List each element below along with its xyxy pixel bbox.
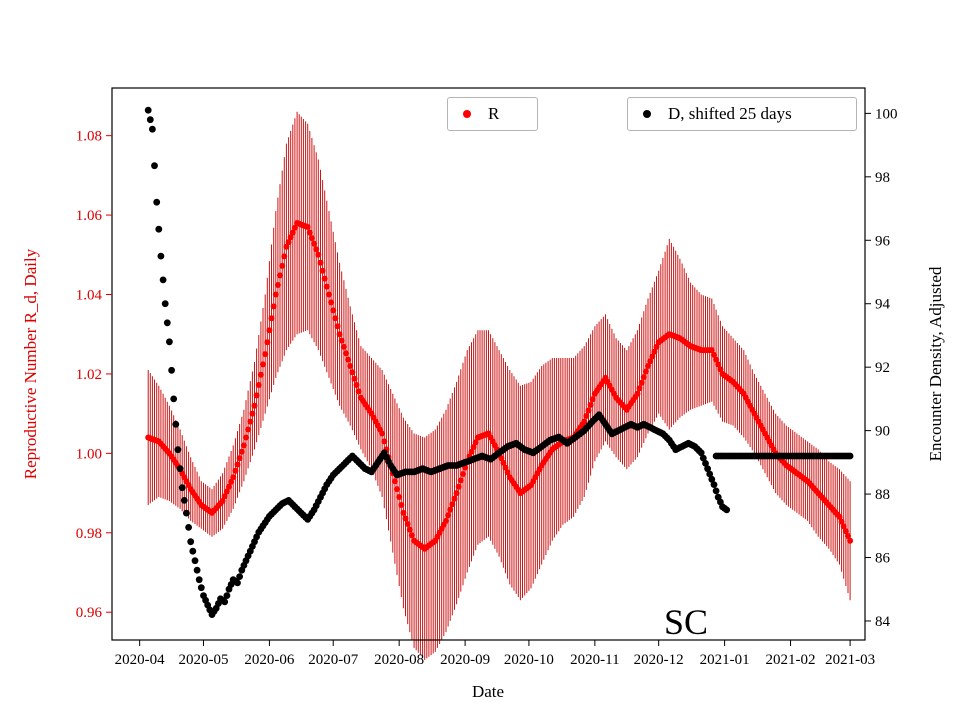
svg-text:2020-06: 2020-06 — [244, 652, 294, 668]
legend-d-label: D, shifted 25 days — [668, 104, 792, 123]
legend-r-label: R — [488, 104, 500, 123]
svg-text:2021-02: 2021-02 — [766, 652, 816, 668]
y-axis-label-left: Reproductive Number R_d, Daily — [21, 248, 40, 480]
svg-text:0.96: 0.96 — [76, 605, 103, 621]
svg-text:96: 96 — [875, 233, 891, 249]
annotation-sc: SC — [663, 602, 709, 642]
svg-text:86: 86 — [875, 551, 891, 567]
svg-text:1.08: 1.08 — [76, 129, 102, 145]
svg-text:2020-04: 2020-04 — [115, 652, 165, 668]
svg-text:2021-03: 2021-03 — [825, 652, 875, 668]
svg-text:0.98: 0.98 — [76, 526, 102, 542]
svg-text:92: 92 — [875, 360, 890, 376]
legend-d-marker-icon — [643, 110, 651, 118]
svg-text:2020-08: 2020-08 — [374, 652, 424, 668]
svg-text:2021-01: 2021-01 — [700, 652, 750, 668]
svg-text:90: 90 — [875, 424, 890, 440]
r-series-error-bars — [147, 111, 851, 660]
svg-text:84: 84 — [875, 614, 891, 630]
svg-text:94: 94 — [875, 297, 891, 313]
svg-text:1.04: 1.04 — [76, 288, 103, 304]
svg-text:1.00: 1.00 — [76, 446, 102, 462]
svg-text:98: 98 — [875, 170, 890, 186]
svg-text:100: 100 — [875, 106, 898, 122]
legend-d: D, shifted 25 days — [627, 97, 857, 131]
legend-r: R — [447, 97, 538, 131]
y-axis-ticks-left: 0.96 0.98 1.00 1.02 1.04 1.06 1.08 — [76, 129, 112, 621]
svg-text:2020-07: 2020-07 — [308, 652, 358, 668]
d-series-dots — [144, 106, 854, 618]
y-axis-label-right: Encounter Density, Adjusted — [926, 266, 945, 462]
svg-text:2020-10: 2020-10 — [504, 652, 554, 668]
x-axis-label: Date — [471, 682, 505, 701]
plot-frame — [111, 87, 866, 641]
svg-text:2020-12: 2020-12 — [634, 652, 684, 668]
x-axis-ticks: 2020-04 2020-05 2020-06 2020-07 2020-08 2020-… — [115, 640, 875, 668]
svg-text:1.06: 1.06 — [76, 208, 103, 224]
svg-text:1.02: 1.02 — [76, 367, 102, 383]
svg-text:2020-05: 2020-05 — [178, 652, 228, 668]
y-axis-ticks-right: 84 86 88 90 92 94 96 98 100 — [865, 106, 898, 630]
svg-text:88: 88 — [875, 487, 890, 503]
svg-text:2020-11: 2020-11 — [570, 652, 619, 668]
legend-r-marker-icon — [463, 110, 471, 118]
svg-text:2020-09: 2020-09 — [440, 652, 490, 668]
